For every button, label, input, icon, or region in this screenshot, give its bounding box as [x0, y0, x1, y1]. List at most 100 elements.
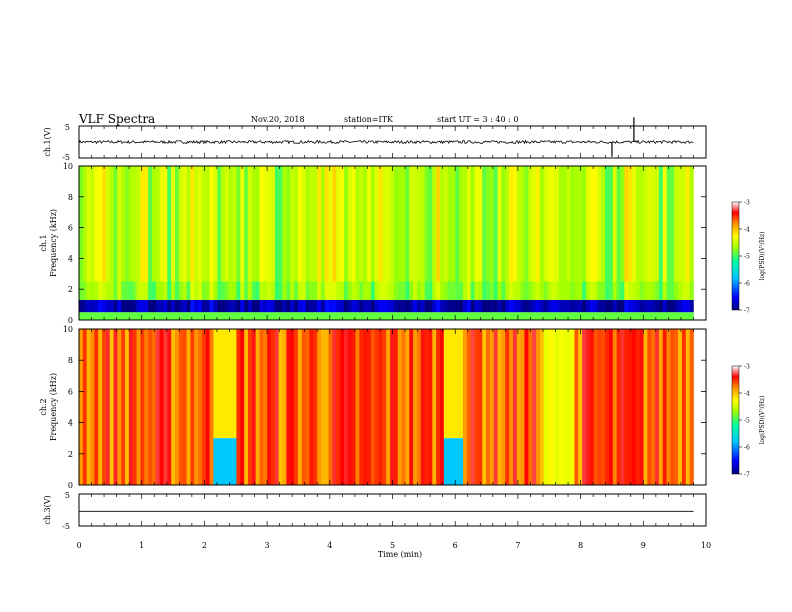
ch2-spectrogram-cell	[148, 329, 153, 485]
ch1-spectrogram-cell	[681, 166, 687, 282]
ch1-spectrogram-cell	[662, 281, 667, 300]
ch2-spectrogram-cell	[605, 329, 610, 485]
ch2-spectrogram-cell	[132, 329, 137, 485]
ch2-colorbar-tick-label: -7	[744, 472, 750, 479]
ch1-spectrogram-cell	[559, 166, 564, 282]
ch1-spectrogram-cell	[232, 299, 237, 313]
ch2-spectrogram-cell	[309, 329, 314, 485]
ch1-spectrogram-cell	[562, 312, 568, 320]
ch2-spectrogram-cell	[90, 329, 95, 485]
ch1-spectrogram-cell	[559, 281, 564, 300]
ch1-spectrogram-cell	[247, 299, 253, 313]
ch1-spectrogram-cell	[374, 299, 379, 313]
ch1-spectrogram-cell	[117, 299, 122, 313]
ch2-spectrogram-cell	[393, 329, 399, 485]
ch1-spectrogram-cell	[175, 166, 180, 282]
ch1-spectrogram-cell	[297, 166, 303, 282]
ch1-spectrogram-cell	[628, 166, 633, 282]
ch1-spectrogram-cell	[79, 281, 84, 300]
ch2-spectrogram-cell	[493, 329, 498, 485]
ch1-spectrogram-cell	[267, 312, 272, 320]
ch1-spectrogram-cell	[678, 312, 683, 320]
ch2-colorbar-label: log(PSD)(V²/Hz)	[759, 396, 766, 445]
ch2-spectrogram-cell	[167, 329, 172, 485]
ch1-spectrogram-cell	[209, 312, 214, 320]
ch2-spectrogram-cell	[205, 329, 210, 485]
ch1-spectrogram-cell	[424, 281, 429, 300]
ch1-spectrogram-cell	[689, 299, 694, 313]
ch1-spectrogram-cell	[674, 281, 679, 300]
ch1-spectrogram-cell	[251, 312, 257, 320]
ch1-spectrogram-cell	[459, 166, 464, 282]
ch1-spectrogram-cell	[382, 166, 387, 282]
ch1-spectrogram-cell	[367, 166, 372, 282]
ch1-spectrogram-cell	[79, 166, 84, 282]
ch3-waveform-ytick-top: 5	[65, 491, 70, 500]
ch1-spectrogram-cell	[608, 299, 614, 313]
ch1-spectrogram-cell	[201, 281, 207, 300]
ch2-spectrogram-cell	[297, 329, 303, 485]
ch1-spectrogram-cell	[532, 281, 537, 300]
ch1-spectrogram-cell	[524, 166, 529, 282]
ch1-spectrogram-cell	[148, 166, 153, 282]
ch1-spectrogram-cell	[620, 299, 625, 313]
ch2-spectrogram-ytick-label: 6	[68, 387, 73, 396]
ch1-spectrogram-cell	[259, 281, 264, 300]
ch2-spectrogram-cell	[459, 438, 464, 485]
ch1-spectrogram-cell	[213, 299, 218, 313]
ch1-spectrogram-cell	[217, 166, 222, 282]
ch2-spectrogram-cell	[213, 438, 218, 485]
ch1-spectrogram-cell	[424, 166, 429, 282]
ch1-spectrogram-cell	[171, 312, 176, 320]
ch1-spectrogram-cell	[201, 299, 207, 313]
ch1-spectrogram-cell	[324, 281, 329, 300]
ch1-spectrogram-cell	[570, 281, 575, 300]
ch1-spectrogram-cell	[317, 281, 322, 300]
ch1-spectrogram-cell	[470, 299, 475, 313]
ch2-spectrogram-cell	[463, 329, 468, 485]
ch1-spectrogram-cell	[151, 166, 157, 282]
ch2-spectrogram-yticks: 0 2 4 6 8 10	[63, 325, 706, 490]
ch1-spectrogram-cell	[555, 166, 560, 282]
time-axis-tick-label: 2	[202, 541, 207, 550]
ch1-spectrogram-cell	[578, 281, 583, 300]
ch1-spectrogram-cell	[163, 281, 168, 300]
ch1-spectrogram-cell	[171, 299, 176, 313]
ch1-spectrogram-cell	[520, 281, 525, 300]
ch1-spectrogram-cell	[655, 299, 660, 313]
ch1-spectrogram-cell	[336, 281, 341, 300]
ch1-spectrogram-cell	[474, 299, 479, 313]
ch1-spectrogram-cell	[651, 166, 656, 282]
ch1-spectrogram-cell	[144, 312, 149, 320]
ch2-spectrogram-cell	[86, 329, 91, 485]
ch1-spectrogram-cell	[428, 281, 433, 300]
ch1-spectrogram-cell	[232, 312, 237, 320]
ch1-spectrogram-cell	[489, 312, 495, 320]
ch1-spectrogram-cell	[324, 312, 330, 320]
ch1-spectrogram-cell	[486, 312, 491, 320]
ch1-spectrogram-cell	[436, 166, 441, 282]
ch1-spectrogram-cell	[297, 312, 303, 320]
ch1-spectrogram-cell	[355, 312, 360, 320]
ch1-spectrogram-cell	[405, 166, 410, 282]
ch1-spectrogram-cell	[282, 299, 287, 313]
ch1-spectrogram-cell	[232, 166, 237, 282]
ch2-spectrogram-cell	[240, 329, 245, 485]
ch1-spectrogram-cell	[482, 166, 487, 282]
ch1-spectrogram-cell	[447, 299, 452, 313]
ch1-spectrogram-cell	[155, 312, 161, 320]
ch1-spectrogram-cell	[524, 299, 529, 313]
ch1-spectrogram-cell	[547, 166, 552, 282]
ch1-spectrogram-cell	[351, 166, 356, 282]
ch1-spectrogram-cell	[689, 166, 694, 282]
ch1-spectrogram-cell	[263, 312, 268, 320]
ch1-spectrogram-cell	[432, 312, 437, 320]
ch1-spectrogram-cell	[455, 312, 460, 320]
ch1-spectrogram-cell	[505, 281, 510, 300]
ch1-spectrogram-cell	[259, 299, 264, 313]
ch1-spectrogram-cell	[390, 299, 395, 313]
ch1-spectrogram-cell	[612, 281, 617, 300]
ch1-spectrogram-cell	[382, 312, 387, 320]
ch2-spectrogram-cell	[194, 329, 199, 485]
